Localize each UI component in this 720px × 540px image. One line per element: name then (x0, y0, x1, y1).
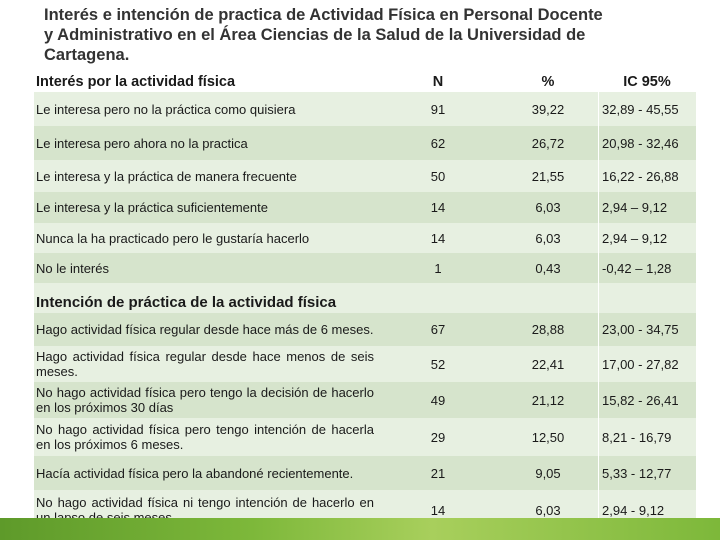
row-label: Le interesa y la práctica de manera frec… (36, 168, 297, 184)
row-percent: 12,50 (531, 429, 565, 445)
row-label: Le interesa pero ahora no la practica (36, 135, 248, 151)
table-row: No hago actividad física pero tengo la d… (34, 382, 696, 418)
table-row: Hacía actividad física pero la abandoné … (34, 456, 696, 490)
row-label: No hago actividad física pero tengo la d… (36, 385, 374, 415)
table-row: No le interés 1 0,43 -0,42 – 1,28 (34, 253, 696, 283)
table-row: No hago actividad física pero tengo inte… (34, 418, 696, 456)
table-row: Le interesa y la práctica de manera frec… (34, 160, 696, 192)
table-row: Hago actividad física regular desde hace… (34, 313, 696, 346)
row-n: 49 (430, 392, 446, 408)
slide-title: Interés e intención de practica de Activ… (44, 6, 603, 64)
header-ci: IC 95% (623, 74, 671, 90)
row-ci: 16,22 - 26,88 (602, 168, 679, 184)
row-label: Le interesa pero no la práctica como qui… (36, 101, 296, 117)
section-title: Intención de práctica de la actividad fí… (36, 294, 337, 311)
row-n: 14 (430, 502, 446, 518)
row-percent: 9,05 (535, 465, 561, 481)
header-n: N (432, 74, 444, 90)
row-label: Hago actividad física regular desde hace… (36, 322, 374, 337)
row-n: 91 (430, 101, 446, 117)
row-label: Hacía actividad física pero la abandoné … (36, 465, 354, 481)
row-n: 52 (430, 356, 446, 372)
row-n: 14 (430, 200, 446, 215)
row-percent: 21,12 (531, 392, 565, 408)
footer-green-band (0, 518, 720, 540)
header-category: Interés por la actividad física (36, 74, 236, 90)
header-percent: % (541, 74, 555, 90)
row-n: 62 (430, 135, 446, 151)
row-percent: 22,41 (531, 356, 565, 372)
row-n: 21 (430, 465, 446, 481)
row-percent: 6,03 (535, 230, 561, 246)
row-label: Hago actividad física regular desde hace… (36, 349, 374, 379)
table-row: Nunca la ha practicado pero le gustaría … (34, 223, 696, 253)
row-ci: 17,00 - 27,82 (602, 356, 679, 372)
table-row: Le interesa pero no la práctica como qui… (34, 92, 696, 126)
row-label: No le interés (36, 260, 109, 276)
section-header-row: Intención de práctica de la actividad fí… (34, 283, 696, 313)
row-ci: 2,94 - 9,12 (602, 502, 665, 518)
row-ci: 2,94 – 9,12 (602, 200, 668, 215)
row-percent: 6,03 (535, 502, 561, 518)
row-percent: 26,72 (531, 135, 565, 151)
row-ci: 5,33 - 12,77 (602, 465, 672, 481)
row-percent: 28,88 (531, 322, 565, 337)
row-percent: 6,03 (535, 200, 561, 215)
row-percent: 21,55 (531, 168, 565, 184)
row-ci: 23,00 - 34,75 (602, 322, 679, 337)
row-percent: 0,43 (535, 260, 561, 276)
row-percent: 39,22 (531, 101, 565, 117)
row-ci: 20,98 - 32,46 (602, 135, 679, 151)
row-label: No hago actividad física pero tengo inte… (36, 422, 374, 452)
row-label: Nunca la ha practicado pero le gustaría … (36, 230, 310, 246)
row-ci: 2,94 – 9,12 (602, 230, 668, 246)
row-ci: 15,82 - 26,41 (602, 392, 679, 408)
row-ci: 32,89 - 45,55 (602, 101, 679, 117)
table-header-row: Interés por la actividad física N % IC 9… (34, 72, 696, 92)
row-n: 67 (430, 322, 446, 337)
row-n: 14 (430, 230, 446, 246)
row-n: 50 (430, 168, 446, 184)
row-n: 1 (434, 260, 442, 276)
row-label: Le interesa y la práctica suficientement… (36, 200, 268, 215)
table-row: Le interesa y la práctica suficientement… (34, 192, 696, 223)
row-ci: 8,21 - 16,79 (602, 429, 672, 445)
row-n: 29 (430, 429, 446, 445)
table-row: Hago actividad física regular desde hace… (34, 346, 696, 382)
row-ci: -0,42 – 1,28 (602, 260, 672, 276)
table-row: Le interesa pero ahora no la practica 62… (34, 126, 696, 160)
